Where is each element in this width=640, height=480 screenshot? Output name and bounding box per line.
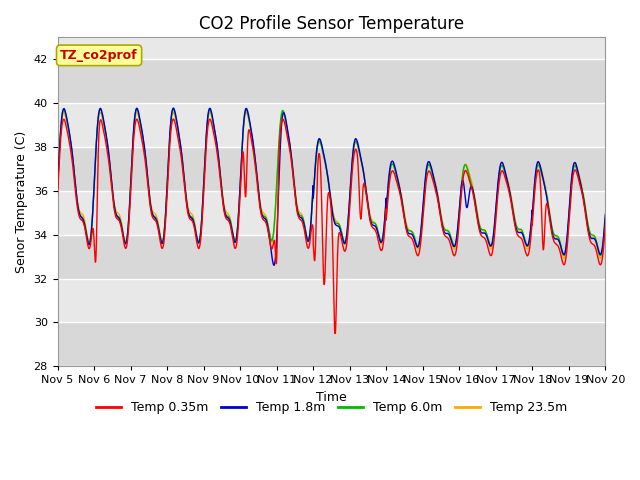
Line: Temp 0.35m: Temp 0.35m	[58, 119, 605, 334]
Temp 1.8m	[378, 239, 386, 245]
Temp 0.35m	[81, 226, 89, 232]
Temp 1.8m	[270, 263, 278, 268]
Temp 1.8m	[460, 181, 468, 187]
Temp 23.5m	[170, 109, 177, 115]
Temp 6.0m	[460, 165, 468, 171]
Temp 23.5m	[54, 185, 61, 191]
Temp 23.5m	[602, 216, 609, 221]
Temp 23.5m	[596, 255, 604, 261]
Temp 0.35m	[170, 116, 177, 122]
Y-axis label: Senor Temperature (C): Senor Temperature (C)	[15, 131, 28, 273]
Temp 6.0m	[133, 107, 141, 112]
Bar	[58, 59, 605, 103]
Temp 6.0m	[402, 220, 410, 226]
Title: CO2 Profile Sensor Temperature: CO2 Profile Sensor Temperature	[199, 15, 464, 33]
Temp 0.35m	[489, 246, 497, 252]
Temp 1.8m	[602, 212, 609, 217]
Temp 23.5m	[252, 161, 260, 167]
Temp 6.0m	[54, 184, 61, 190]
Line: Temp 1.8m: Temp 1.8m	[58, 108, 605, 265]
Temp 23.5m	[460, 166, 468, 171]
Temp 1.8m	[402, 222, 410, 228]
Temp 0.35m	[378, 247, 386, 253]
Bar	[58, 191, 605, 235]
Temp 1.8m	[170, 105, 177, 111]
Temp 6.0m	[602, 215, 609, 221]
Temp 23.5m	[81, 220, 89, 226]
Line: Temp 6.0m: Temp 6.0m	[58, 109, 605, 256]
Temp 23.5m	[378, 241, 385, 247]
Temp 6.0m	[489, 237, 497, 242]
Bar	[58, 323, 605, 366]
Bar	[58, 235, 605, 278]
Temp 0.35m	[460, 172, 468, 178]
Temp 1.8m	[489, 235, 497, 241]
Text: TZ_co2prof: TZ_co2prof	[60, 49, 138, 62]
Temp 0.35m	[252, 168, 260, 174]
Temp 1.8m	[252, 163, 260, 169]
Temp 1.8m	[54, 185, 61, 191]
Temp 6.0m	[252, 164, 260, 169]
Bar	[58, 147, 605, 191]
Temp 6.0m	[81, 223, 89, 228]
Temp 6.0m	[596, 253, 604, 259]
Line: Temp 23.5m: Temp 23.5m	[58, 112, 605, 258]
Temp 0.35m	[331, 331, 339, 336]
Temp 1.8m	[81, 224, 89, 229]
Temp 23.5m	[402, 217, 410, 223]
Temp 0.35m	[602, 222, 609, 228]
Temp 23.5m	[489, 240, 497, 246]
Temp 0.35m	[54, 192, 61, 197]
Temp 0.35m	[402, 224, 410, 230]
Temp 6.0m	[378, 238, 385, 244]
Bar	[58, 103, 605, 147]
X-axis label: Time: Time	[316, 391, 347, 404]
Legend: Temp 0.35m, Temp 1.8m, Temp 6.0m, Temp 23.5m: Temp 0.35m, Temp 1.8m, Temp 6.0m, Temp 2…	[91, 396, 572, 420]
Bar	[58, 278, 605, 323]
